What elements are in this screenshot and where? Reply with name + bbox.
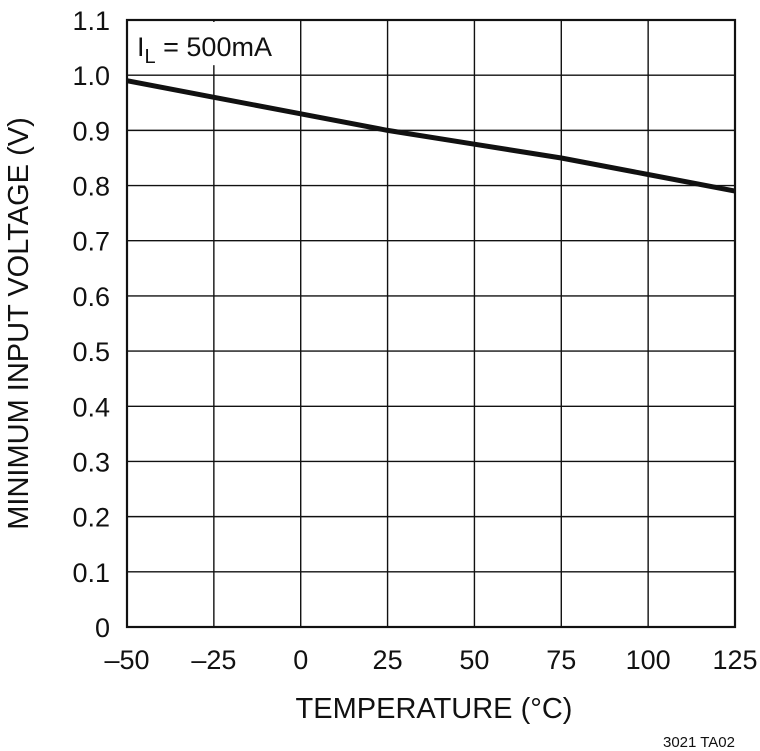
y-tick-label-0: 0	[95, 613, 110, 643]
x-tick-label-2: 0	[293, 645, 308, 675]
x-tick-label-4: 50	[459, 645, 489, 675]
y-tick-label-5: 0.5	[72, 337, 110, 367]
y-tick-label-2: 0.2	[72, 503, 110, 533]
grid-lines	[126, 19, 736, 628]
y-tick-label-4: 0.4	[72, 392, 110, 422]
x-axis-label: TEMPERATURE (°C)	[296, 693, 573, 725]
plot-border	[125, 18, 737, 629]
y-tick-label-3: 0.3	[72, 447, 110, 477]
figure-id: 3021 TA02	[663, 734, 735, 751]
y-tick-label-7: 0.7	[72, 227, 110, 257]
x-tick-label-5: 75	[546, 645, 576, 675]
x-tick-label-6: 100	[626, 645, 671, 675]
y-tick-label-10: 1.0	[72, 61, 110, 91]
series-layer	[126, 78, 736, 194]
x-tick-label-1: –25	[191, 645, 236, 675]
x-tick-label-7: 125	[712, 645, 757, 675]
x-tick-labels: –50 –25 0 25 50 75 100 125	[104, 645, 757, 675]
y-tick-labels: 0 0.1 0.2 0.3 0.4 0.5 0.6 0.7 0.8 0.9 1.0 1.1	[72, 6, 110, 643]
annotation-background	[129, 22, 299, 66]
y-tick-label-11: 1.1	[72, 6, 110, 36]
y-tick-label-1: 0.1	[72, 558, 110, 588]
plot-frame	[125, 18, 737, 629]
y-tick-label-8: 0.8	[72, 172, 110, 202]
x-tick-label-0: –50	[104, 645, 149, 675]
series-line-0	[126, 78, 736, 194]
annotation-load-current: IL = 500mA	[137, 32, 272, 68]
y-axis-label: MINIMUM INPUT VOLTAGE (V)	[3, 117, 35, 529]
x-tick-label-3: 25	[373, 645, 403, 675]
y-tick-label-9: 0.9	[72, 116, 110, 146]
y-tick-label-6: 0.6	[72, 282, 110, 312]
